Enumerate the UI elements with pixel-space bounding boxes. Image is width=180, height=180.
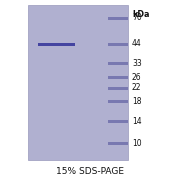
Bar xyxy=(108,141,128,145)
Text: 26: 26 xyxy=(132,73,142,82)
Text: 15% SDS-PAGE: 15% SDS-PAGE xyxy=(56,168,124,177)
Text: 14: 14 xyxy=(132,116,142,125)
Bar xyxy=(38,42,75,46)
Bar xyxy=(108,42,128,46)
Text: 18: 18 xyxy=(132,96,141,105)
Bar xyxy=(108,75,128,78)
Bar xyxy=(108,120,128,123)
Text: kDa: kDa xyxy=(132,10,150,19)
Text: 22: 22 xyxy=(132,84,141,93)
Text: 33: 33 xyxy=(132,58,142,68)
Bar xyxy=(108,100,128,102)
Bar xyxy=(108,17,128,19)
Bar xyxy=(108,87,128,89)
Text: 10: 10 xyxy=(132,138,142,147)
Text: 44: 44 xyxy=(132,39,142,48)
Text: 70: 70 xyxy=(132,14,142,22)
Bar xyxy=(108,62,128,64)
Bar xyxy=(28,5,128,160)
